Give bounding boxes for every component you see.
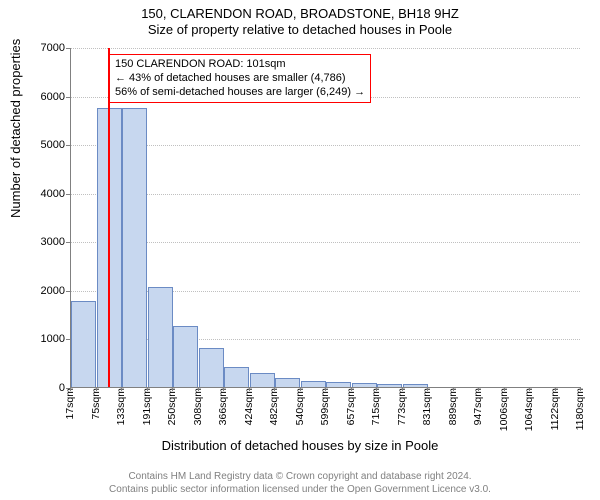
x-tick-label: 1064sqm	[523, 388, 535, 431]
y-tick-label: 1000	[15, 333, 65, 345]
chart-title: 150, CLARENDON ROAD, BROADSTONE, BH18 9H…	[0, 6, 600, 21]
footer-line1: Contains HM Land Registry data © Crown c…	[0, 471, 600, 484]
x-axis-label: Distribution of detached houses by size …	[0, 438, 600, 453]
x-tick-label: 831sqm	[421, 388, 433, 425]
x-tick-label: 1122sqm	[549, 388, 561, 430]
x-tick-label: 424sqm	[243, 388, 255, 425]
bar	[148, 287, 173, 387]
x-tick-mark	[121, 387, 122, 391]
x-tick-label: 657sqm	[345, 388, 357, 425]
x-tick-mark	[274, 387, 275, 391]
bar	[301, 381, 326, 387]
x-tick-label: 133sqm	[115, 388, 127, 425]
plot-area: 150 CLARENDON ROAD: 101sqm ← 43% of deta…	[70, 48, 580, 388]
x-tick-mark	[580, 387, 581, 391]
x-tick-mark	[427, 387, 428, 391]
footer: Contains HM Land Registry data © Crown c…	[0, 471, 600, 496]
annotation-line1: 150 CLARENDON ROAD: 101sqm	[115, 58, 365, 72]
y-tick-label: 5000	[15, 139, 65, 151]
x-tick-label: 540sqm	[294, 388, 306, 425]
y-tick-label: 2000	[15, 285, 65, 297]
x-tick-label: 366sqm	[217, 388, 229, 425]
x-tick-mark	[198, 387, 199, 391]
x-tick-label: 889sqm	[447, 388, 459, 425]
x-tick-mark	[529, 387, 530, 391]
bar	[199, 348, 224, 387]
bar	[122, 108, 147, 387]
bar	[352, 383, 377, 387]
annotation-line3: 56% of semi-detached houses are larger (…	[115, 86, 365, 100]
x-tick-mark	[351, 387, 352, 391]
x-tick-label: 250sqm	[166, 388, 178, 425]
y-tick-label: 4000	[15, 188, 65, 200]
x-tick-label: 75sqm	[90, 388, 102, 420]
chart-container: 150, CLARENDON ROAD, BROADSTONE, BH18 9H…	[0, 0, 600, 500]
x-tick-label: 17sqm	[64, 388, 76, 420]
x-tick-mark	[172, 387, 173, 391]
bar	[326, 382, 351, 387]
x-tick-label: 1006sqm	[498, 388, 510, 431]
x-tick-label: 599sqm	[319, 388, 331, 425]
x-tick-mark	[453, 387, 454, 391]
annotation-box: 150 CLARENDON ROAD: 101sqm ← 43% of deta…	[109, 54, 371, 103]
x-tick-label: 947sqm	[472, 388, 484, 425]
bar	[250, 373, 275, 387]
y-tick-label: 3000	[15, 236, 65, 248]
y-tick-label: 0	[15, 382, 65, 394]
x-tick-mark	[478, 387, 479, 391]
x-tick-mark	[96, 387, 97, 391]
x-tick-mark	[300, 387, 301, 391]
x-tick-mark	[223, 387, 224, 391]
x-tick-mark	[555, 387, 556, 391]
x-tick-label: 191sqm	[141, 388, 153, 425]
x-tick-label: 715sqm	[370, 388, 382, 425]
y-tick-label: 7000	[15, 42, 65, 54]
annotation-line2: ← 43% of detached houses are smaller (4,…	[115, 72, 365, 86]
bar	[173, 326, 198, 387]
x-tick-mark	[147, 387, 148, 391]
bar	[403, 384, 428, 387]
chart-subtitle: Size of property relative to detached ho…	[0, 22, 600, 37]
bar	[71, 301, 96, 387]
x-tick-mark	[325, 387, 326, 391]
x-tick-label: 482sqm	[268, 388, 280, 425]
x-tick-mark	[70, 387, 71, 391]
bar	[275, 378, 300, 387]
x-tick-label: 773sqm	[396, 388, 408, 425]
x-tick-mark	[504, 387, 505, 391]
footer-line2: Contains public sector information licen…	[0, 484, 600, 497]
x-ticks: 17sqm75sqm133sqm191sqm250sqm308sqm366sqm…	[70, 388, 580, 438]
x-tick-label: 308sqm	[192, 388, 204, 425]
x-tick-mark	[249, 387, 250, 391]
y-tick-label: 6000	[15, 91, 65, 103]
bar	[377, 384, 402, 387]
x-tick-mark	[376, 387, 377, 391]
bar	[224, 367, 249, 387]
x-tick-mark	[402, 387, 403, 391]
x-tick-label: 1180sqm	[574, 388, 586, 430]
